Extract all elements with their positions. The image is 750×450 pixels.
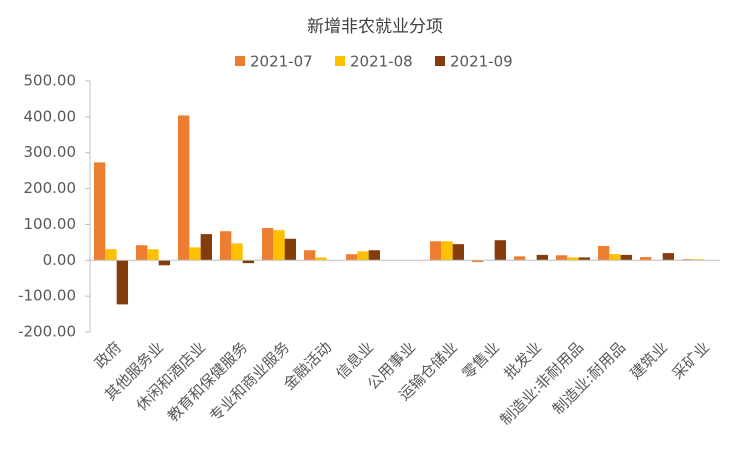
bar: [567, 257, 579, 261]
bar: [200, 234, 213, 261]
bar: [303, 250, 316, 261]
legend-swatch: [335, 56, 345, 66]
bar: [315, 257, 327, 261]
chart-title: 新增非农就业分项: [307, 17, 443, 37]
bar: [597, 245, 610, 261]
x-tick-label: 政府: [91, 338, 125, 372]
bar: [681, 259, 694, 261]
x-tick-label: 建筑业: [626, 338, 671, 383]
bar: [135, 245, 148, 261]
y-tick-label: -200.00: [18, 323, 76, 341]
legend-label: 2021-07: [250, 53, 313, 71]
bar: [116, 260, 129, 305]
x-tick-label: 零售业: [458, 338, 503, 383]
legend-label: 2021-08: [350, 53, 413, 71]
y-tick-label: 400.00: [24, 107, 77, 125]
bar: [345, 254, 358, 261]
legend-label: 2021-09: [450, 53, 513, 71]
y-tick-label: 0.00: [43, 251, 76, 269]
bar: [536, 254, 549, 261]
bar: [471, 260, 484, 263]
bar: [555, 255, 568, 261]
bar: [693, 259, 705, 261]
bar: [158, 260, 171, 266]
bar: [177, 115, 190, 261]
bar: [494, 240, 507, 261]
bar: [662, 253, 675, 261]
legend-swatch: [235, 56, 245, 66]
bar: [578, 257, 591, 261]
bar: [93, 162, 106, 261]
bar: [639, 257, 652, 261]
bar: [105, 249, 117, 261]
y-tick-label: -100.00: [18, 287, 76, 305]
bar: [609, 254, 621, 261]
bar: [620, 254, 633, 261]
bar: [219, 231, 232, 261]
bar: [147, 249, 159, 261]
y-tick-label: 100.00: [24, 215, 77, 233]
y-tick-label: 300.00: [24, 143, 77, 161]
y-tick-label: 500.00: [24, 72, 77, 90]
bar: [441, 241, 453, 261]
bar: [189, 247, 201, 261]
bar: [231, 243, 243, 261]
bar: [429, 241, 442, 261]
bar: [357, 251, 369, 261]
bar: [284, 238, 297, 261]
bar: [368, 250, 381, 261]
bar: [273, 230, 285, 261]
bar: [242, 260, 255, 264]
bar: [261, 228, 274, 261]
y-tick-label: 200.00: [24, 179, 77, 197]
x-tick-label: 采矿业: [668, 338, 713, 383]
bar: [452, 244, 465, 261]
bar: [513, 256, 526, 261]
legend-swatch: [435, 56, 445, 66]
